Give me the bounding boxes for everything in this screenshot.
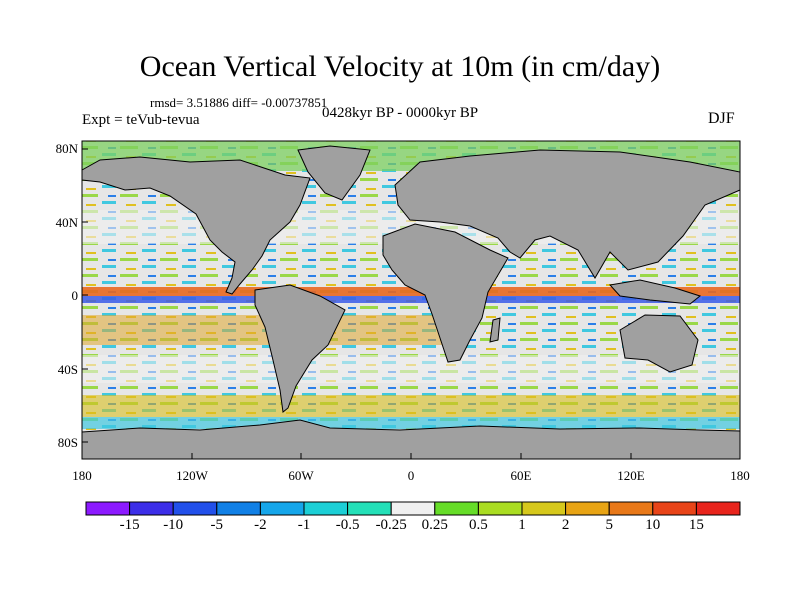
lon-label-60w: 60W [288, 468, 314, 483]
colorbar-swatch [390, 501, 436, 516]
colorbar-swatch [477, 501, 523, 516]
colorbar-swatch [216, 501, 261, 516]
colorbar-label: 0.5 [469, 517, 488, 533]
africa [382, 223, 509, 363]
maritime-continent [609, 279, 702, 305]
colorbar-label: -15 [119, 517, 140, 533]
lat-label-eq: 0 [71, 288, 79, 303]
colorbar-swatch [303, 501, 349, 516]
colorbar-swatch [521, 501, 567, 516]
colorbar-swatch [608, 501, 654, 516]
equatorial-upwelling-band [82, 287, 740, 296]
colorbar-swatch [695, 501, 741, 516]
south-america [254, 284, 346, 413]
colorbar-label: 10 [645, 517, 661, 533]
colorbar-label: -0.25 [375, 517, 407, 533]
lon-label-0: 0 [407, 468, 415, 483]
map-title: Ocean Vertical Velocity at 10m (in cm/da… [139, 50, 661, 83]
colorbar-label: -1 [297, 517, 311, 533]
colorbar-label: 0.25 [421, 517, 448, 533]
colorbar-label: -10 [163, 517, 184, 533]
north-america [81, 156, 311, 295]
lon-label-120w: 120W [176, 468, 208, 483]
lat-label-80s: 80S [57, 435, 78, 450]
season-label: DJF [708, 110, 735, 127]
colorbar [85, 501, 741, 516]
colorbar-label: -0.5 [335, 517, 360, 533]
colorbar-label: 15 [688, 517, 704, 533]
colorbar-label: 1 [518, 517, 526, 533]
lon-label-180e: 180 [730, 468, 750, 483]
eurasia [394, 149, 741, 279]
experiment-label: Expt = teVub-tevua [82, 112, 200, 128]
colorbar-swatch [129, 501, 174, 516]
lat-label-80n: 80N [55, 141, 78, 156]
lat-label-40s: 40S [57, 362, 78, 377]
lon-label-60e: 60E [510, 468, 532, 483]
colorbar-label: 2 [561, 517, 570, 533]
axis-ticks [82, 148, 632, 459]
colorbar-swatch [172, 501, 218, 516]
colorbar-label: 5 [605, 517, 613, 533]
colorbar-swatch [565, 501, 610, 516]
lon-label-180w: 180 [72, 468, 92, 483]
antarctic-coastal-band [82, 417, 740, 429]
colorbar-label: -5 [210, 517, 224, 533]
south-subtropic-band [82, 355, 740, 383]
colorbar-label: -2 [254, 517, 267, 533]
lon-label-120e: 120E [617, 468, 645, 483]
colorbar-swatch [347, 501, 392, 516]
period-text: 0428kyr BP - 0000kyr BP [322, 105, 479, 121]
lat-label-40n: 40N [55, 215, 78, 230]
stats-text: rmsd= 3.51886 diff= -0.00737851 [150, 95, 328, 110]
greenland [297, 145, 371, 201]
colorbar-swatch [434, 501, 479, 516]
colorbar-swatch [85, 501, 131, 516]
equatorial-downwelling-band [82, 296, 740, 303]
madagascar [489, 317, 501, 343]
australia [619, 314, 699, 373]
southern-ocean-band [82, 395, 740, 417]
colorbar-swatch [259, 501, 305, 516]
colorbar-swatch [652, 501, 697, 516]
land-masses [81, 145, 741, 460]
